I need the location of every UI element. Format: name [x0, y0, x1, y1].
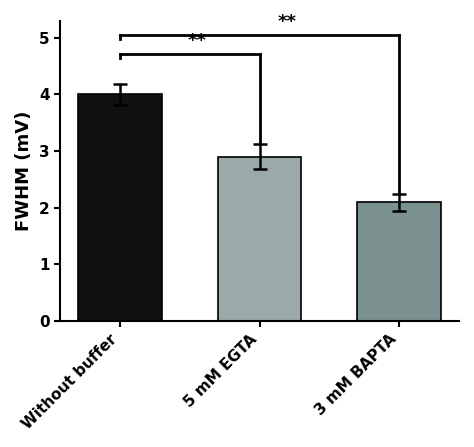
- Text: **: **: [187, 32, 206, 50]
- Bar: [357, 202, 441, 321]
- Bar: [78, 94, 162, 321]
- Y-axis label: FWHM (mV): FWHM (mV): [16, 111, 34, 231]
- Text: **: **: [278, 13, 297, 31]
- Bar: [218, 157, 301, 321]
